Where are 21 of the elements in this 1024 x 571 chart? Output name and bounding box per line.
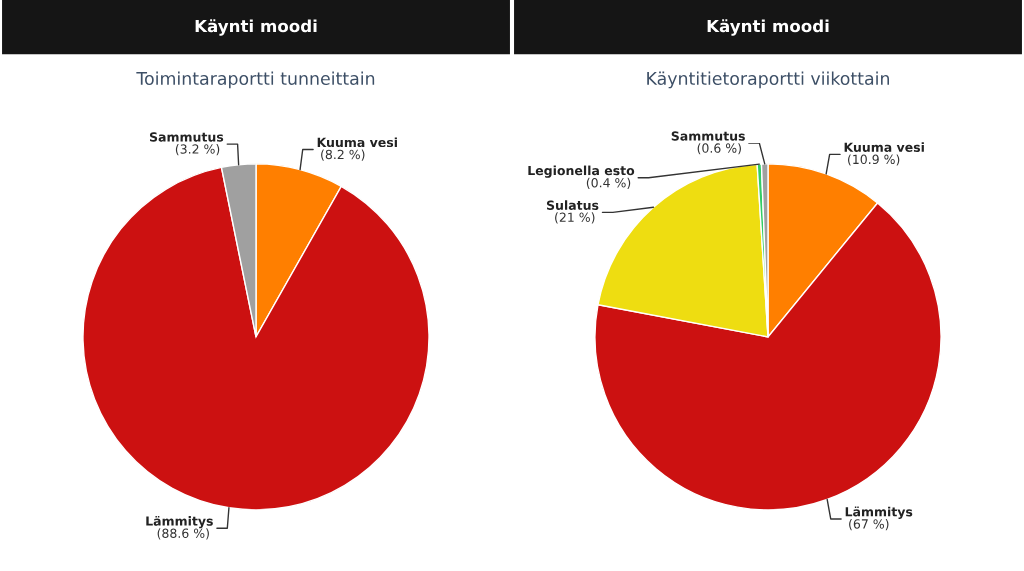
data-label: (3.2 %) xyxy=(175,144,220,156)
chart-title: Käynti moodi xyxy=(195,19,317,36)
chart-title: Käynti moodi xyxy=(707,19,829,36)
data-label: (67 %) xyxy=(849,519,889,531)
slice-label: Lämmitys xyxy=(845,506,913,519)
slice-label: Kuuma vesi xyxy=(844,142,924,152)
data-label: (88.6 %) xyxy=(157,528,209,540)
data-label: (21 %) xyxy=(555,212,595,224)
chart-subtitle: Käyntitietoraportti viikottain xyxy=(647,71,889,89)
slice-label: Sammutus xyxy=(671,131,745,141)
slice-label: Lämmitys xyxy=(146,515,213,529)
chart-subtitle: Toimintaraportti tunneittain xyxy=(136,71,375,89)
pie-slice xyxy=(82,166,430,511)
data-label: (0.6 %) xyxy=(697,143,741,155)
slice-label: Kuuma vesi xyxy=(317,137,397,148)
slice-label: Legionella esto xyxy=(528,165,635,178)
data-label: (10.9 %) xyxy=(848,154,900,166)
data-label: (8.2 %) xyxy=(321,149,365,161)
data-label: (0.4 %) xyxy=(586,177,631,189)
slice-label: Sammutus xyxy=(149,132,224,142)
slice-label: Sulatus xyxy=(546,200,599,210)
